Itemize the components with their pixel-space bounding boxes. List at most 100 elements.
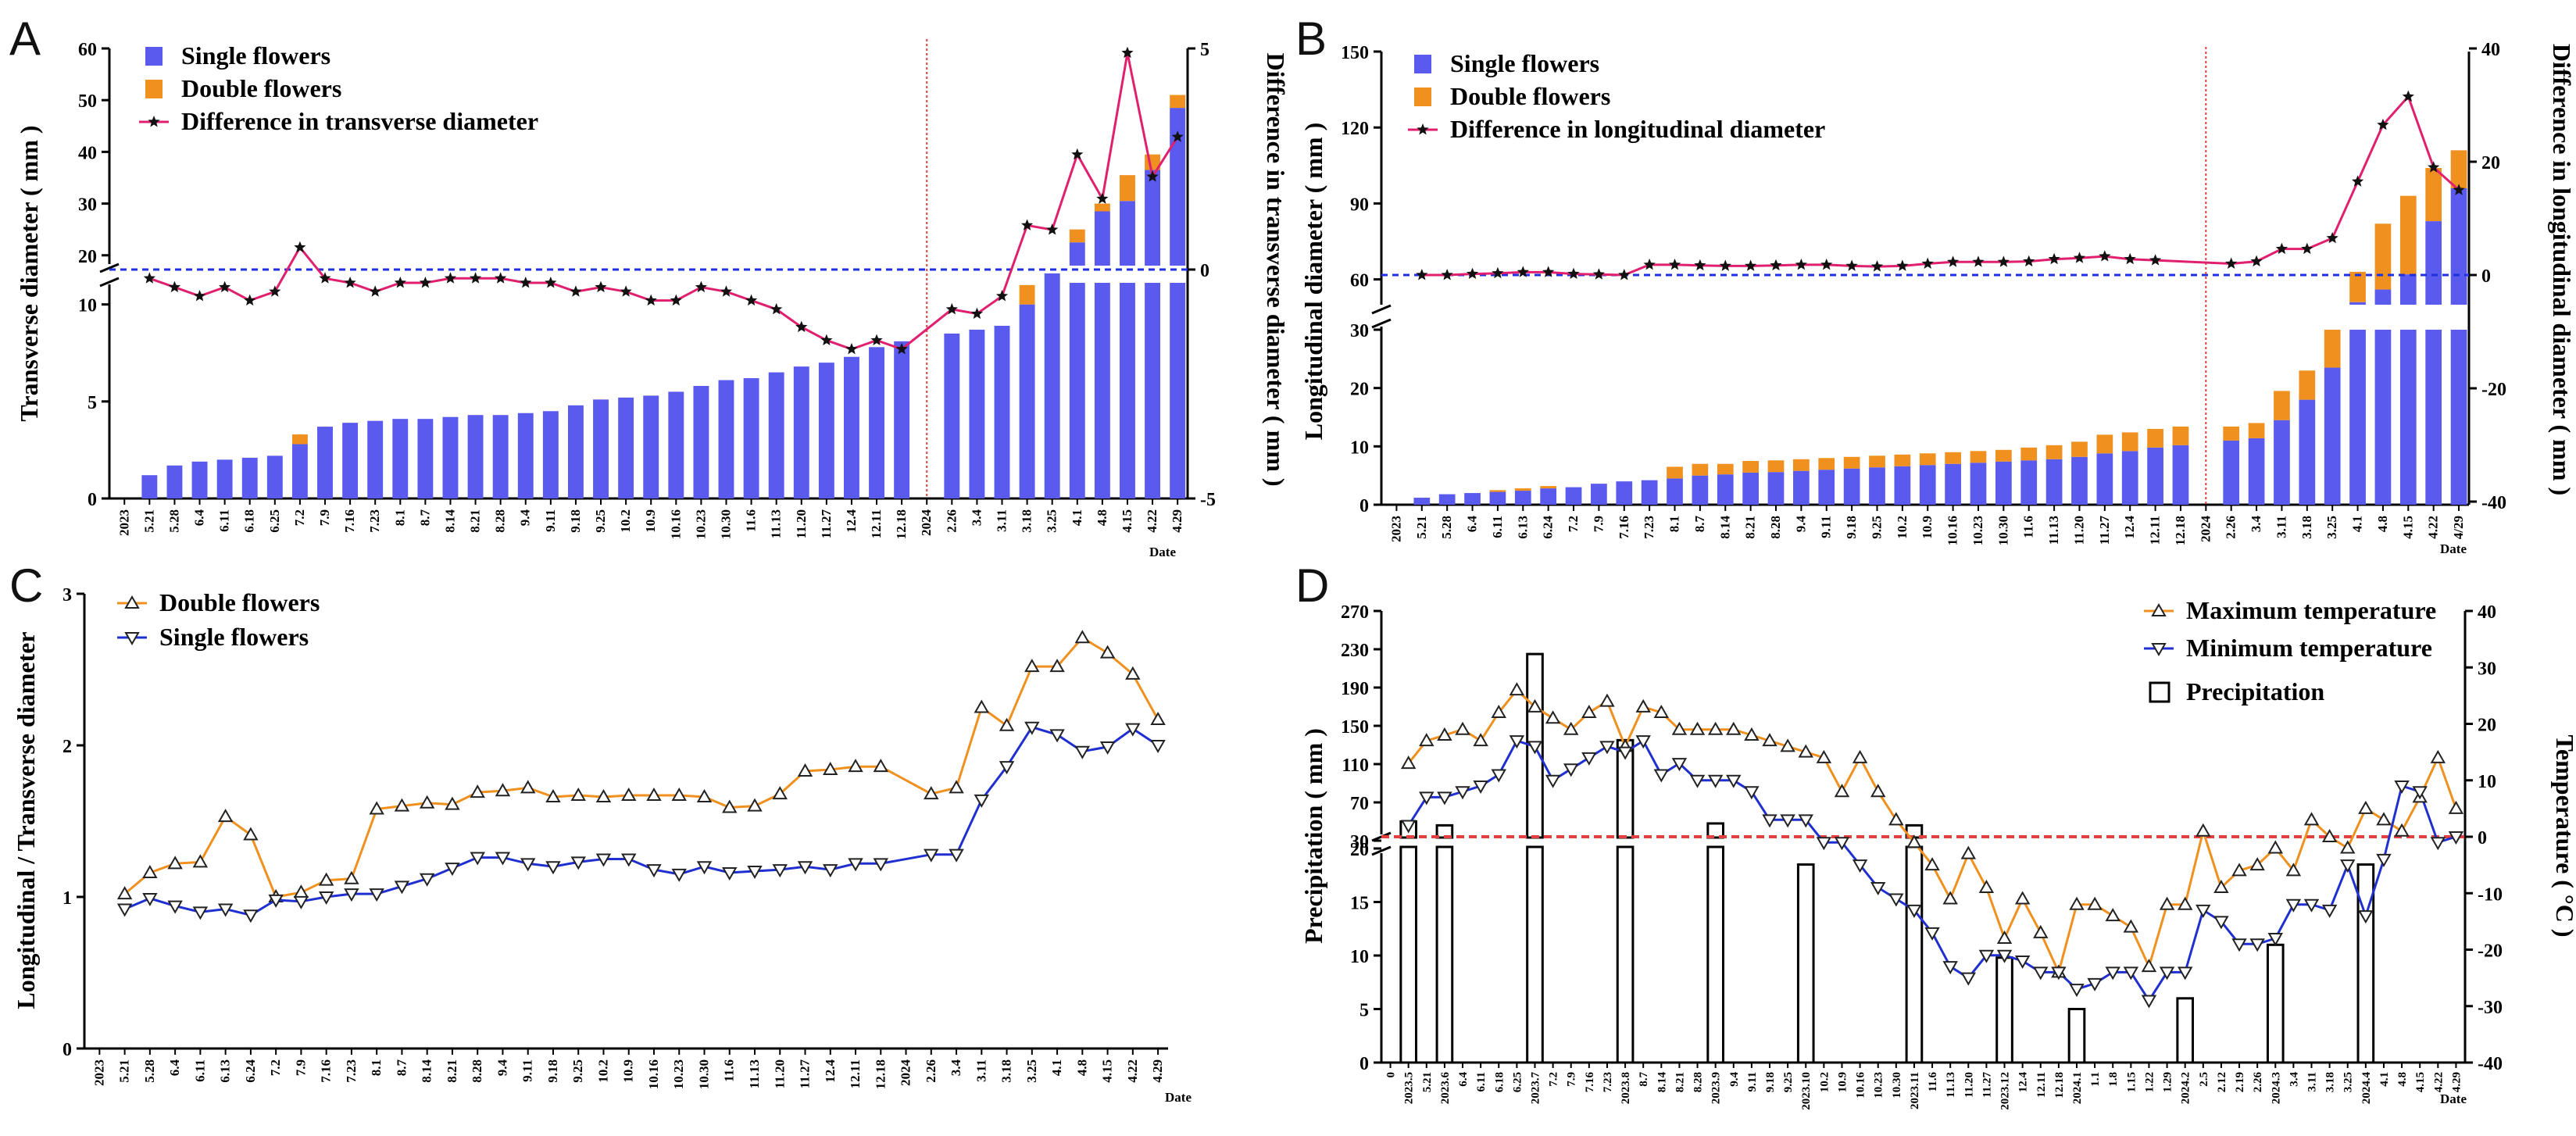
min-temperature-point (2448, 831, 2464, 845)
legend-double-swatch (1414, 88, 1431, 106)
y-tick-label: 40 (78, 143, 97, 163)
x-tick-label: 8.28 (493, 509, 508, 533)
bar-single (2274, 420, 2290, 505)
x-tick-label: 4/29 (2451, 516, 2466, 539)
difference-point (1592, 268, 1605, 280)
x-tick-label: 8.21 (1743, 516, 1758, 539)
x-tick-label: 9.25 (1869, 516, 1884, 539)
series-point-single (1125, 723, 1141, 737)
min-temperature-point (1491, 769, 1506, 783)
max-temperature-point (1455, 721, 1470, 735)
difference-point (1719, 259, 1731, 271)
min-temperature-point (1816, 837, 1832, 851)
series-point-single (848, 858, 863, 872)
min-temperature-point (1563, 763, 1579, 777)
difference-point (1618, 269, 1631, 280)
x-tick-label: 3.18 (2324, 1072, 2337, 1092)
max-temperature-point (2141, 959, 2157, 973)
x-tick-label: 9.18 (568, 509, 583, 533)
min-temperature-point (2069, 984, 2085, 998)
x-tick-label: 12.18 (894, 509, 909, 539)
bar-double (1069, 229, 1085, 243)
y2-tick-label: 40 (2481, 40, 2500, 60)
precipitation-bar (2356, 863, 2375, 1064)
difference-point (444, 272, 457, 284)
bar-double (2147, 428, 2163, 448)
min-temperature-line (1407, 739, 2456, 1003)
y2-tick-label: -20 (2478, 941, 2503, 962)
x-tick-label: 12.4 (2017, 1072, 2030, 1093)
x-tick-label: 9.4 (495, 1059, 509, 1077)
x-tick-label: 12.11 (848, 1059, 863, 1088)
x-tick-label: 5.21 (1414, 516, 1429, 539)
x-tick-label: 7.16 (319, 1059, 334, 1083)
legend-precipitation-swatch (2149, 681, 2170, 703)
x-tick-label: 10.23 (671, 1059, 686, 1089)
difference-point (1121, 46, 1134, 59)
series-line-single (124, 725, 1159, 916)
legend-double-swatch (145, 80, 163, 98)
difference-point (1021, 219, 1034, 230)
precipitation-bar (1995, 956, 2013, 1064)
min-temperature-point (2105, 966, 2120, 981)
x-tick-label: 4.8 (1074, 1059, 1089, 1076)
bar-single (718, 380, 734, 498)
max-temperature-point (1545, 710, 1561, 724)
min-temperature-point (1870, 882, 1886, 896)
precipitation-bar (2266, 943, 2285, 1064)
x-tick-label: 4.8 (1095, 509, 1109, 526)
axis-break-mark (99, 277, 120, 288)
x-tick-label: 9.25 (1782, 1072, 1795, 1092)
min-temperature-point (2051, 966, 2067, 981)
bar-double (2223, 426, 2240, 441)
y-tick-label: 190 (1341, 679, 1369, 699)
x-tick-label: 2.5 (2198, 1072, 2210, 1087)
y2-tick-label: -5 (1200, 490, 1216, 510)
panel-d: D051015203070110150190230270-40-30-20-10… (1295, 559, 2576, 1110)
difference-point (670, 294, 682, 306)
y-tick-label: 0 (1359, 1054, 1369, 1074)
x-tick-label: 4.15 (1120, 509, 1134, 533)
x-tick-label: 2024.1 (2071, 1072, 2084, 1104)
y2-tick-label: 0 (2481, 266, 2491, 287)
x-tick-label: 8.21 (445, 1059, 459, 1083)
bar-double (1742, 461, 1759, 473)
bar-single (367, 420, 384, 498)
bar-double (2349, 271, 2366, 302)
x-tick-label: 9.11 (1746, 1072, 1759, 1091)
series-point-single (696, 861, 713, 875)
x-tick-label: 7.2 (292, 509, 307, 526)
x-tick-label: 9.11 (1819, 516, 1834, 538)
difference-point (545, 277, 557, 288)
series-point-single (772, 864, 788, 878)
x-tick-label: 8.14 (442, 509, 457, 533)
x-tick-label: 6.18 (242, 509, 257, 533)
bar-single (1145, 283, 1161, 498)
difference-point (1567, 267, 1580, 279)
max-temperature-point (1491, 705, 1506, 719)
x-tick-label: 2.26 (2252, 1072, 2264, 1093)
series-point-single (999, 761, 1015, 775)
difference-point (1845, 259, 1858, 271)
x-tick-label: 6.25 (267, 509, 282, 533)
difference-point (319, 272, 331, 284)
bar-single (2349, 330, 2366, 505)
y-tick-label: 110 (1342, 756, 1369, 776)
bar-single (894, 341, 910, 498)
x-tick-label: 3.4 (2249, 516, 2263, 533)
x-tick-label: 10.23 (1970, 516, 1985, 545)
difference-point (995, 290, 1009, 302)
x-tick-label: 6.24 (1541, 516, 1556, 539)
bar-single (2096, 453, 2113, 505)
axis-break-mark (1371, 845, 1392, 856)
bar-single (1767, 472, 1785, 505)
bar-single (2248, 438, 2265, 505)
precipitation-bar (1905, 845, 1924, 1064)
max-temperature-point (2285, 863, 2302, 877)
y2-tick-label: -20 (2481, 380, 2506, 400)
y2-tick-label: -40 (2478, 1054, 2503, 1074)
x-tick-label: 3.25 (1045, 509, 1059, 533)
x-tick-label: 8.21 (1674, 1072, 1686, 1092)
x-tick-label: 6.11 (217, 509, 232, 532)
x-tick-label: 10.9 (1836, 1072, 1849, 1092)
